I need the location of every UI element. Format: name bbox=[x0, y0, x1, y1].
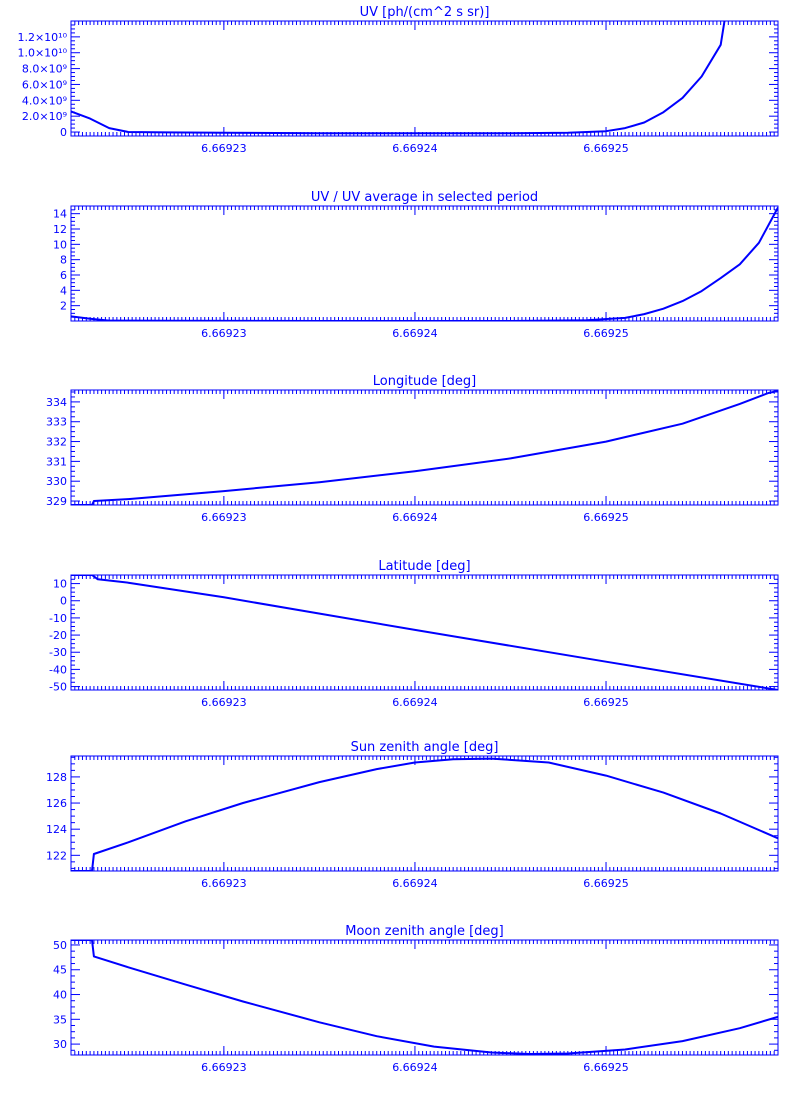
y-tick-label: 0 bbox=[60, 595, 67, 608]
y-tick-label: -30 bbox=[49, 646, 67, 659]
y-tick-label: -50 bbox=[49, 681, 67, 694]
chart-panel-4: Latitude [deg] 6.66923 6.66924 6.66925 -50 -4… bbox=[49, 559, 779, 709]
x-tick-label: 6.66925 bbox=[583, 511, 629, 524]
y-tick-label: 45 bbox=[53, 964, 67, 977]
y-tick-label: 6.0×10⁹ bbox=[22, 78, 67, 91]
plot-frame bbox=[70, 389, 779, 506]
y-tick-label: 0 bbox=[60, 126, 67, 139]
x-tick-label: 6.66925 bbox=[583, 877, 629, 890]
y-tick-label: 332 bbox=[46, 436, 67, 449]
y-tick-label: 4.0×10⁹ bbox=[22, 94, 67, 107]
chart-title: Sun zenith angle [deg] bbox=[351, 740, 499, 755]
x-tick-label: 6.66924 bbox=[392, 142, 438, 155]
x-tick-label: 6.66924 bbox=[392, 511, 438, 524]
y-tick-label: 30 bbox=[53, 1038, 67, 1051]
x-tick-label: 6.66923 bbox=[201, 511, 247, 524]
y-tick-label: 40 bbox=[53, 989, 67, 1002]
y-tick-label: 126 bbox=[46, 797, 67, 810]
series-line-1 bbox=[71, 757, 778, 871]
y-tick-label: 1.2×10¹⁰ bbox=[17, 31, 67, 44]
plot-frame bbox=[70, 939, 779, 1056]
chart-title: Moon zenith angle [deg] bbox=[345, 924, 503, 939]
y-tick-label: 331 bbox=[46, 455, 67, 468]
y-tick-label: 333 bbox=[46, 416, 67, 429]
x-tick-label: 6.66923 bbox=[201, 696, 247, 709]
plot-frame bbox=[70, 755, 779, 872]
x-tick-label: 6.66925 bbox=[583, 1061, 629, 1074]
y-tick-label: 10 bbox=[53, 238, 67, 251]
x-tick-label: 6.66924 bbox=[392, 877, 438, 890]
x-tick-label: 6.66924 bbox=[392, 327, 438, 340]
y-tick-label: 128 bbox=[46, 771, 67, 784]
y-tick-label: 50 bbox=[53, 939, 67, 952]
series-line-1 bbox=[71, 940, 778, 1055]
y-tick-label: 334 bbox=[46, 396, 67, 409]
plot-frame bbox=[70, 205, 779, 322]
chart-panel-5: Sun zenith angle [deg] 6.66923 6.66924 6.66… bbox=[46, 740, 779, 890]
chart-title: Longitude [deg] bbox=[373, 374, 476, 389]
plot-frame bbox=[70, 20, 779, 137]
x-tick-label: 6.66925 bbox=[583, 327, 629, 340]
y-tick-label: 6 bbox=[60, 269, 67, 282]
y-tick-label: 330 bbox=[46, 475, 67, 488]
y-tick-label: 1.0×10¹⁰ bbox=[17, 47, 67, 60]
y-tick-label: -40 bbox=[49, 663, 67, 676]
chart-title: UV / UV average in selected period bbox=[311, 190, 538, 205]
y-tick-label: 329 bbox=[46, 495, 67, 508]
x-tick-label: 6.66923 bbox=[201, 327, 247, 340]
y-tick-label: 12 bbox=[53, 223, 67, 236]
chart-panel-2: UV / UV average in selected period 6.6692… bbox=[53, 190, 779, 340]
x-tick-label: 6.66923 bbox=[201, 142, 247, 155]
x-tick-label: 6.66923 bbox=[201, 877, 247, 890]
y-tick-label: 35 bbox=[53, 1013, 67, 1026]
chart-title: UV [ph/(cm^2 s sr)] bbox=[360, 5, 490, 20]
y-tick-label: 122 bbox=[46, 849, 67, 862]
y-tick-label: 2.0×10⁹ bbox=[22, 110, 67, 123]
y-tick-label: 2 bbox=[60, 300, 67, 313]
y-tick-label: 10 bbox=[53, 578, 67, 591]
series-line-1 bbox=[71, 207, 778, 321]
x-tick-label: 6.66925 bbox=[583, 696, 629, 709]
chart-title: Latitude [deg] bbox=[378, 559, 470, 574]
y-tick-label: 8.0×10⁹ bbox=[22, 63, 67, 76]
y-tick-label: 4 bbox=[60, 284, 67, 297]
x-tick-label: 6.66923 bbox=[201, 1061, 247, 1074]
x-tick-label: 6.66924 bbox=[392, 696, 438, 709]
y-tick-label: 14 bbox=[53, 208, 67, 221]
x-tick-label: 6.66925 bbox=[583, 142, 629, 155]
chart-panel-3: Longitude [deg] 6.66923 6.66924 6.66925 329 3… bbox=[46, 374, 779, 524]
plot-frame bbox=[70, 574, 779, 691]
y-tick-label: 124 bbox=[46, 823, 67, 836]
chart-panel-1: UV [ph/(cm^2 s sr)] 6.66923 6.66924 6.66925… bbox=[17, 5, 779, 155]
x-tick-label: 6.66924 bbox=[392, 1061, 438, 1074]
series-line-1 bbox=[71, 390, 778, 505]
y-tick-label: -20 bbox=[49, 629, 67, 642]
y-tick-label: 8 bbox=[60, 254, 67, 267]
series-line-1 bbox=[71, 21, 726, 135]
chart-panel-6: Moon zenith angle [deg] 6.66923 6.66924 6.6… bbox=[53, 924, 779, 1074]
y-tick-label: -10 bbox=[49, 612, 67, 625]
series-line-1 bbox=[71, 575, 778, 690]
